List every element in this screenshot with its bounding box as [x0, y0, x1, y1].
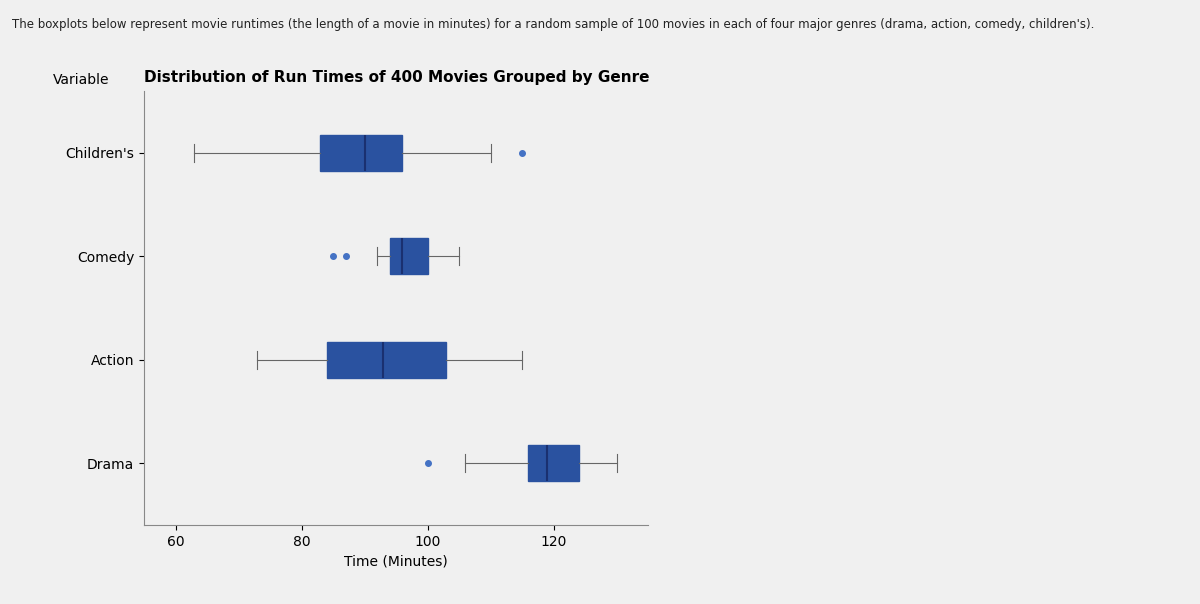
PathPatch shape: [320, 135, 402, 171]
PathPatch shape: [326, 342, 446, 378]
Text: Variable: Variable: [53, 73, 109, 87]
PathPatch shape: [528, 445, 578, 481]
Text: Distribution of Run Times of 400 Movies Grouped by Genre: Distribution of Run Times of 400 Movies …: [144, 70, 649, 85]
Text: The boxplots below represent movie runtimes (the length of a movie in minutes) f: The boxplots below represent movie runti…: [12, 18, 1094, 31]
PathPatch shape: [390, 238, 427, 274]
X-axis label: Time (Minutes): Time (Minutes): [344, 554, 448, 569]
